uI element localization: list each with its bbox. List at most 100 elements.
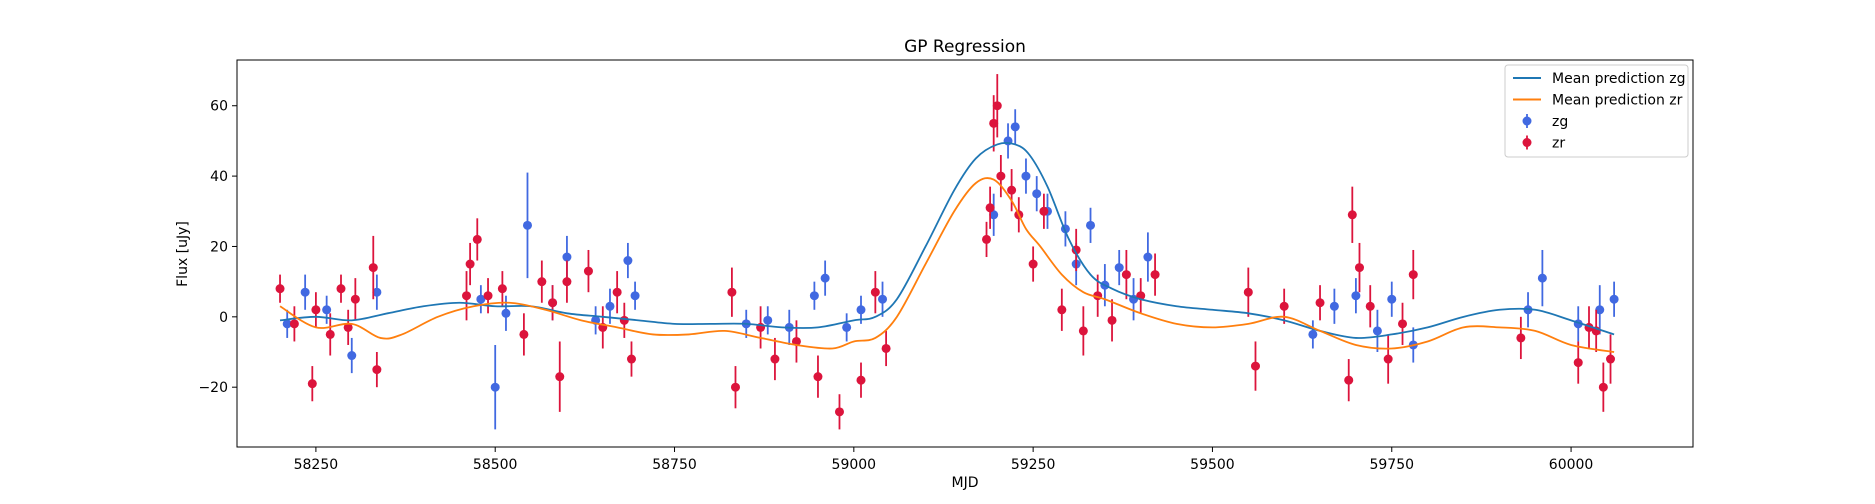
point-zg-19 [820, 273, 830, 283]
y-tick-label--20: −20 [198, 380, 228, 396]
point-zr-20 [583, 266, 593, 276]
point-zr-53 [1250, 361, 1260, 371]
point-zg-26 [1021, 171, 1031, 181]
legend-label-3: zr [1552, 136, 1565, 152]
point-zr-23 [619, 315, 629, 325]
point-zr-19 [562, 277, 572, 287]
x-tick-label-58500: 58500 [473, 457, 518, 473]
point-zr-26 [730, 382, 740, 392]
point-zr-15 [519, 329, 529, 339]
point-zr-67 [1598, 382, 1608, 392]
point-zg-3 [347, 351, 357, 361]
point-zg-40 [1387, 294, 1397, 304]
point-zr-64 [1573, 358, 1583, 368]
x-tick-label-59000: 59000 [832, 457, 877, 473]
point-zr-36 [985, 203, 995, 213]
point-zr-62 [1408, 270, 1418, 280]
x-axis-label: MJD [952, 475, 979, 491]
chart-title: GP Regression [904, 37, 1026, 57]
point-zg-1 [300, 287, 310, 297]
x-tick-label-58250: 58250 [294, 457, 339, 473]
point-zg-12 [605, 301, 615, 311]
point-zr-58 [1354, 263, 1364, 273]
x-tick-label-59500: 59500 [1190, 457, 1235, 473]
point-zr-5 [336, 284, 346, 294]
point-zg-0 [282, 319, 292, 329]
point-zg-35 [1143, 252, 1153, 262]
point-zr-54 [1279, 301, 1289, 311]
point-zr-8 [368, 263, 378, 273]
y-tick-label-40: 40 [210, 169, 228, 185]
point-zr-42 [1028, 259, 1038, 269]
point-zg-46 [1609, 294, 1619, 304]
point-zr-24 [626, 354, 636, 364]
point-zg-22 [878, 294, 888, 304]
point-zr-56 [1344, 375, 1354, 385]
point-zg-39 [1372, 326, 1382, 336]
y-axis-label: Flux [uJy] [175, 221, 191, 287]
point-zr-61 [1398, 319, 1408, 329]
point-zr-34 [881, 343, 891, 353]
point-zr-28 [770, 354, 780, 364]
point-zg-5 [476, 294, 486, 304]
point-zr-35 [982, 234, 992, 244]
ticks-layer: 58250 58500 58750 59000 59250 59500 59750 60000… [198, 99, 1593, 473]
point-zr-18 [555, 372, 565, 382]
point-zr-10 [462, 291, 472, 301]
legend-swatch-3 [1522, 138, 1532, 147]
x-tick-label-59750: 59750 [1369, 457, 1414, 473]
legend-box [1504, 64, 1689, 158]
point-zr-33 [870, 287, 880, 297]
point-zr-1 [289, 319, 299, 329]
point-zg-7 [501, 308, 511, 318]
x-tick-label-59250: 59250 [1011, 457, 1056, 473]
point-zg-25 [1010, 122, 1020, 132]
point-zr-6 [343, 322, 353, 332]
data-marks [275, 74, 1619, 430]
point-zr-63 [1516, 333, 1526, 343]
point-zr-11 [465, 259, 475, 269]
point-zg-16 [763, 315, 773, 325]
point-zr-13 [483, 291, 493, 301]
point-zg-10 [562, 252, 572, 262]
point-zg-14 [630, 291, 640, 301]
point-zr-32 [856, 375, 866, 385]
point-zg-37 [1329, 301, 1339, 311]
point-zr-46 [1078, 326, 1088, 336]
point-zr-60 [1383, 354, 1393, 364]
point-zr-55 [1315, 298, 1325, 308]
point-zr-43 [1039, 206, 1049, 216]
y-tick-label-20: 20 [210, 239, 228, 255]
legend-label-2: zg [1552, 114, 1568, 130]
point-zr-31 [834, 407, 844, 417]
point-zg-38 [1351, 291, 1361, 301]
point-zr-25 [727, 287, 737, 297]
point-zg-8 [522, 220, 532, 230]
point-zr-9 [372, 365, 382, 375]
plot-layer [275, 74, 1619, 430]
x-tick-label-60000: 60000 [1549, 457, 1594, 473]
point-zg-27 [1032, 189, 1042, 199]
point-zr-49 [1121, 270, 1131, 280]
point-zr-12 [472, 234, 482, 244]
point-zg-43 [1537, 273, 1547, 283]
point-zg-33 [1114, 263, 1124, 273]
axes-frame [236, 59, 1694, 448]
y-tick-label-0: 0 [219, 310, 228, 326]
point-zg-6 [490, 382, 500, 392]
point-zr-57 [1347, 210, 1357, 220]
point-zg-45 [1595, 305, 1605, 315]
point-zr-48 [1107, 315, 1117, 325]
point-zr-3 [311, 305, 321, 315]
point-zr-37 [989, 118, 999, 128]
legend-label-0: Mean prediction zg [1552, 71, 1686, 87]
point-zr-44 [1057, 305, 1067, 315]
point-zr-29 [791, 336, 801, 346]
point-zr-0 [275, 284, 285, 294]
legend: Mean prediction zg Mean prediction zr zg zr [1504, 64, 1689, 158]
y-tick-label-60: 60 [210, 99, 228, 115]
point-zr-2 [307, 379, 317, 389]
line-mean-prediction-zr [279, 177, 1615, 353]
